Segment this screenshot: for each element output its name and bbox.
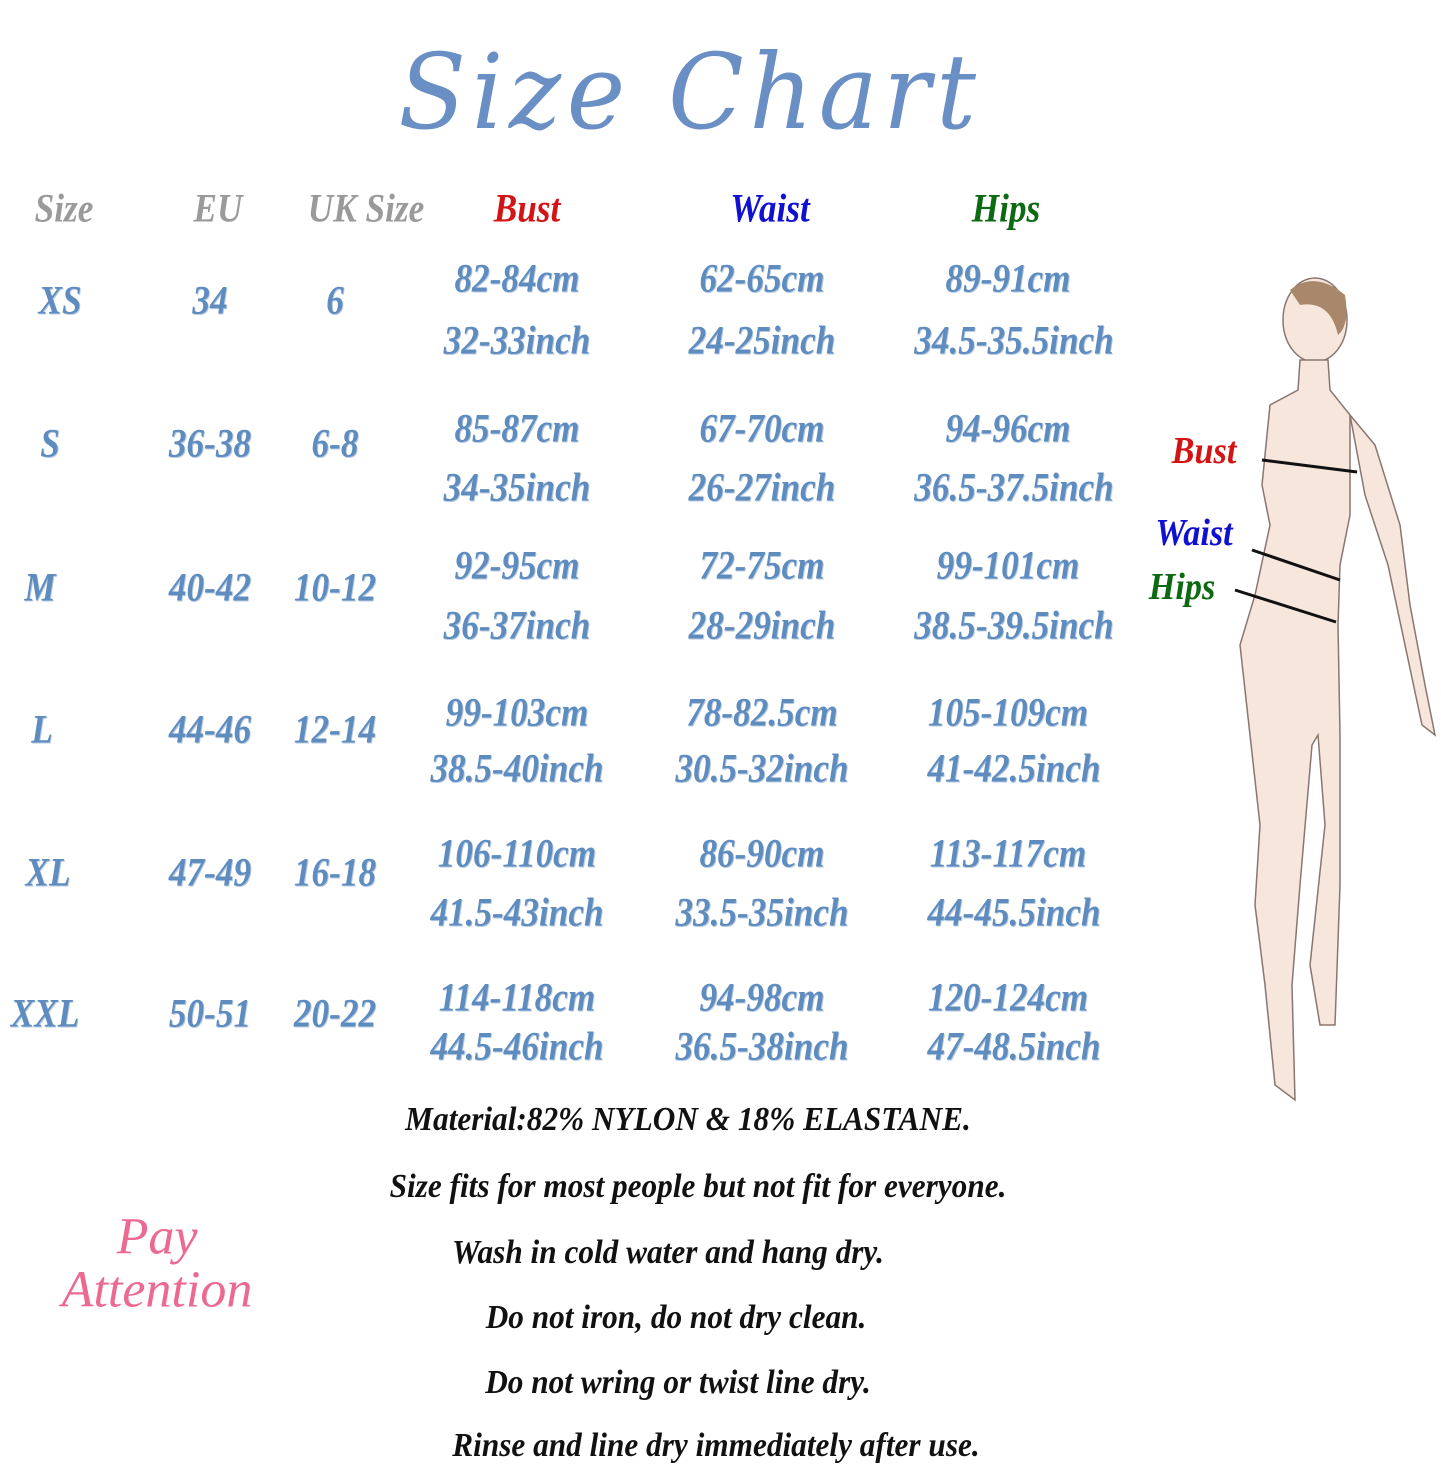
waist-inch-cell: 36.5-38inch — [675, 1023, 849, 1069]
bust-cm-cell: 85-87cm — [454, 405, 580, 451]
waist-inch-cell: 28-29inch — [688, 602, 836, 648]
hips-inch-cell: 47-48.5inch — [927, 1023, 1101, 1069]
uk-size-cell: 12-14 — [293, 706, 377, 752]
measurement-lines — [1234, 458, 1358, 624]
hips-inch-cell: 38.5-39.5inch — [914, 602, 1114, 648]
eu-cell: 44-46 — [168, 706, 252, 752]
bust-cm-cell: 106-110cm — [437, 830, 597, 876]
eu-cell: 40-42 — [168, 564, 252, 610]
eu-cell: 36-38 — [168, 420, 252, 466]
size-cell: XXL — [10, 990, 80, 1036]
bust-inch-cell: 34-35inch — [443, 464, 591, 510]
waist-cm-cell: 94-98cm — [699, 974, 825, 1020]
hips-cm-cell: 94-96cm — [945, 405, 1071, 451]
uk-size-cell: 6 — [326, 277, 344, 323]
uk-size-cell: 10-12 — [293, 564, 377, 610]
bust-cm-cell: 82-84cm — [454, 255, 580, 301]
waist-cm-cell: 86-90cm — [699, 830, 825, 876]
bust-cm-cell: 92-95cm — [454, 542, 580, 588]
header-bust: Bust — [493, 185, 561, 231]
note-rinse: Rinse and line dry immediately after use… — [452, 1427, 980, 1464]
bust-inch-cell: 38.5-40inch — [430, 745, 604, 791]
header-hips: Hips — [971, 185, 1041, 231]
size-cell: L — [31, 706, 53, 752]
size-cell: XL — [25, 849, 71, 895]
waist-inch-cell: 33.5-35inch — [675, 889, 849, 935]
figure-waist-label: Waist — [1155, 512, 1233, 554]
fashion-figure-icon — [1239, 277, 1437, 1102]
waist-cm-cell: 72-75cm — [699, 542, 825, 588]
size-chart-title: Size Chart — [398, 31, 982, 153]
eu-cell: 47-49 — [168, 849, 252, 895]
waist-inch-cell: 24-25inch — [688, 317, 836, 363]
header-waist: Waist — [730, 185, 810, 231]
waist-cm-cell: 78-82.5cm — [686, 689, 838, 735]
header-size: Size — [34, 185, 94, 231]
header-eu: EU — [193, 185, 243, 231]
eu-cell: 50-51 — [168, 990, 252, 1036]
bust-inch-cell: 36-37inch — [443, 602, 591, 648]
hips-inch-cell: 34.5-35.5inch — [914, 317, 1114, 363]
figure-bust-label: Bust — [1171, 430, 1237, 472]
attention-label: Attention — [61, 1261, 253, 1319]
note-fit: Size fits for most people but not fit fo… — [389, 1168, 1007, 1205]
note-iron: Do not iron, do not dry clean. — [485, 1299, 867, 1336]
eu-cell: 34 — [192, 277, 228, 323]
figure-hips-label: Hips — [1148, 566, 1216, 608]
bust-inch-cell: 41.5-43inch — [430, 889, 604, 935]
hips-inch-cell: 36.5-37.5inch — [914, 464, 1114, 510]
uk-size-cell: 20-22 — [293, 990, 377, 1036]
waist-cm-cell: 67-70cm — [699, 405, 825, 451]
hips-inch-cell: 44-45.5inch — [927, 889, 1101, 935]
hips-cm-cell: 120-124cm — [927, 974, 1089, 1020]
uk-size-cell: 16-18 — [293, 849, 377, 895]
pay-label: Pay — [116, 1208, 198, 1266]
hips-cm-cell: 99-101cm — [936, 542, 1080, 588]
hips-cm-cell: 89-91cm — [945, 255, 1071, 301]
hips-cm-cell: 113-117cm — [929, 830, 1087, 876]
waist-cm-cell: 62-65cm — [699, 255, 825, 301]
waist-inch-cell: 26-27inch — [688, 464, 836, 510]
bust-cm-cell: 99-103cm — [445, 689, 589, 735]
bust-cm-cell: 114-118cm — [438, 974, 596, 1020]
hips-inch-cell: 41-42.5inch — [927, 745, 1101, 791]
bust-inch-cell: 32-33inch — [443, 317, 591, 363]
note-wash: Wash in cold water and hang dry. — [452, 1234, 884, 1271]
note-material: Material:82% NYLON & 18% ELASTANE. — [405, 1101, 971, 1138]
uk-size-cell: 6-8 — [311, 420, 359, 466]
size-cell: S — [40, 420, 60, 466]
bust-inch-cell: 44.5-46inch — [430, 1023, 604, 1069]
size-cell: M — [24, 564, 56, 610]
waist-inch-cell: 30.5-32inch — [675, 745, 849, 791]
size-cell: XS — [38, 277, 82, 323]
note-wring: Do not wring or twist line dry. — [485, 1364, 871, 1401]
hips-cm-cell: 105-109cm — [927, 689, 1089, 735]
header-uk-size: UK Size — [307, 185, 425, 231]
